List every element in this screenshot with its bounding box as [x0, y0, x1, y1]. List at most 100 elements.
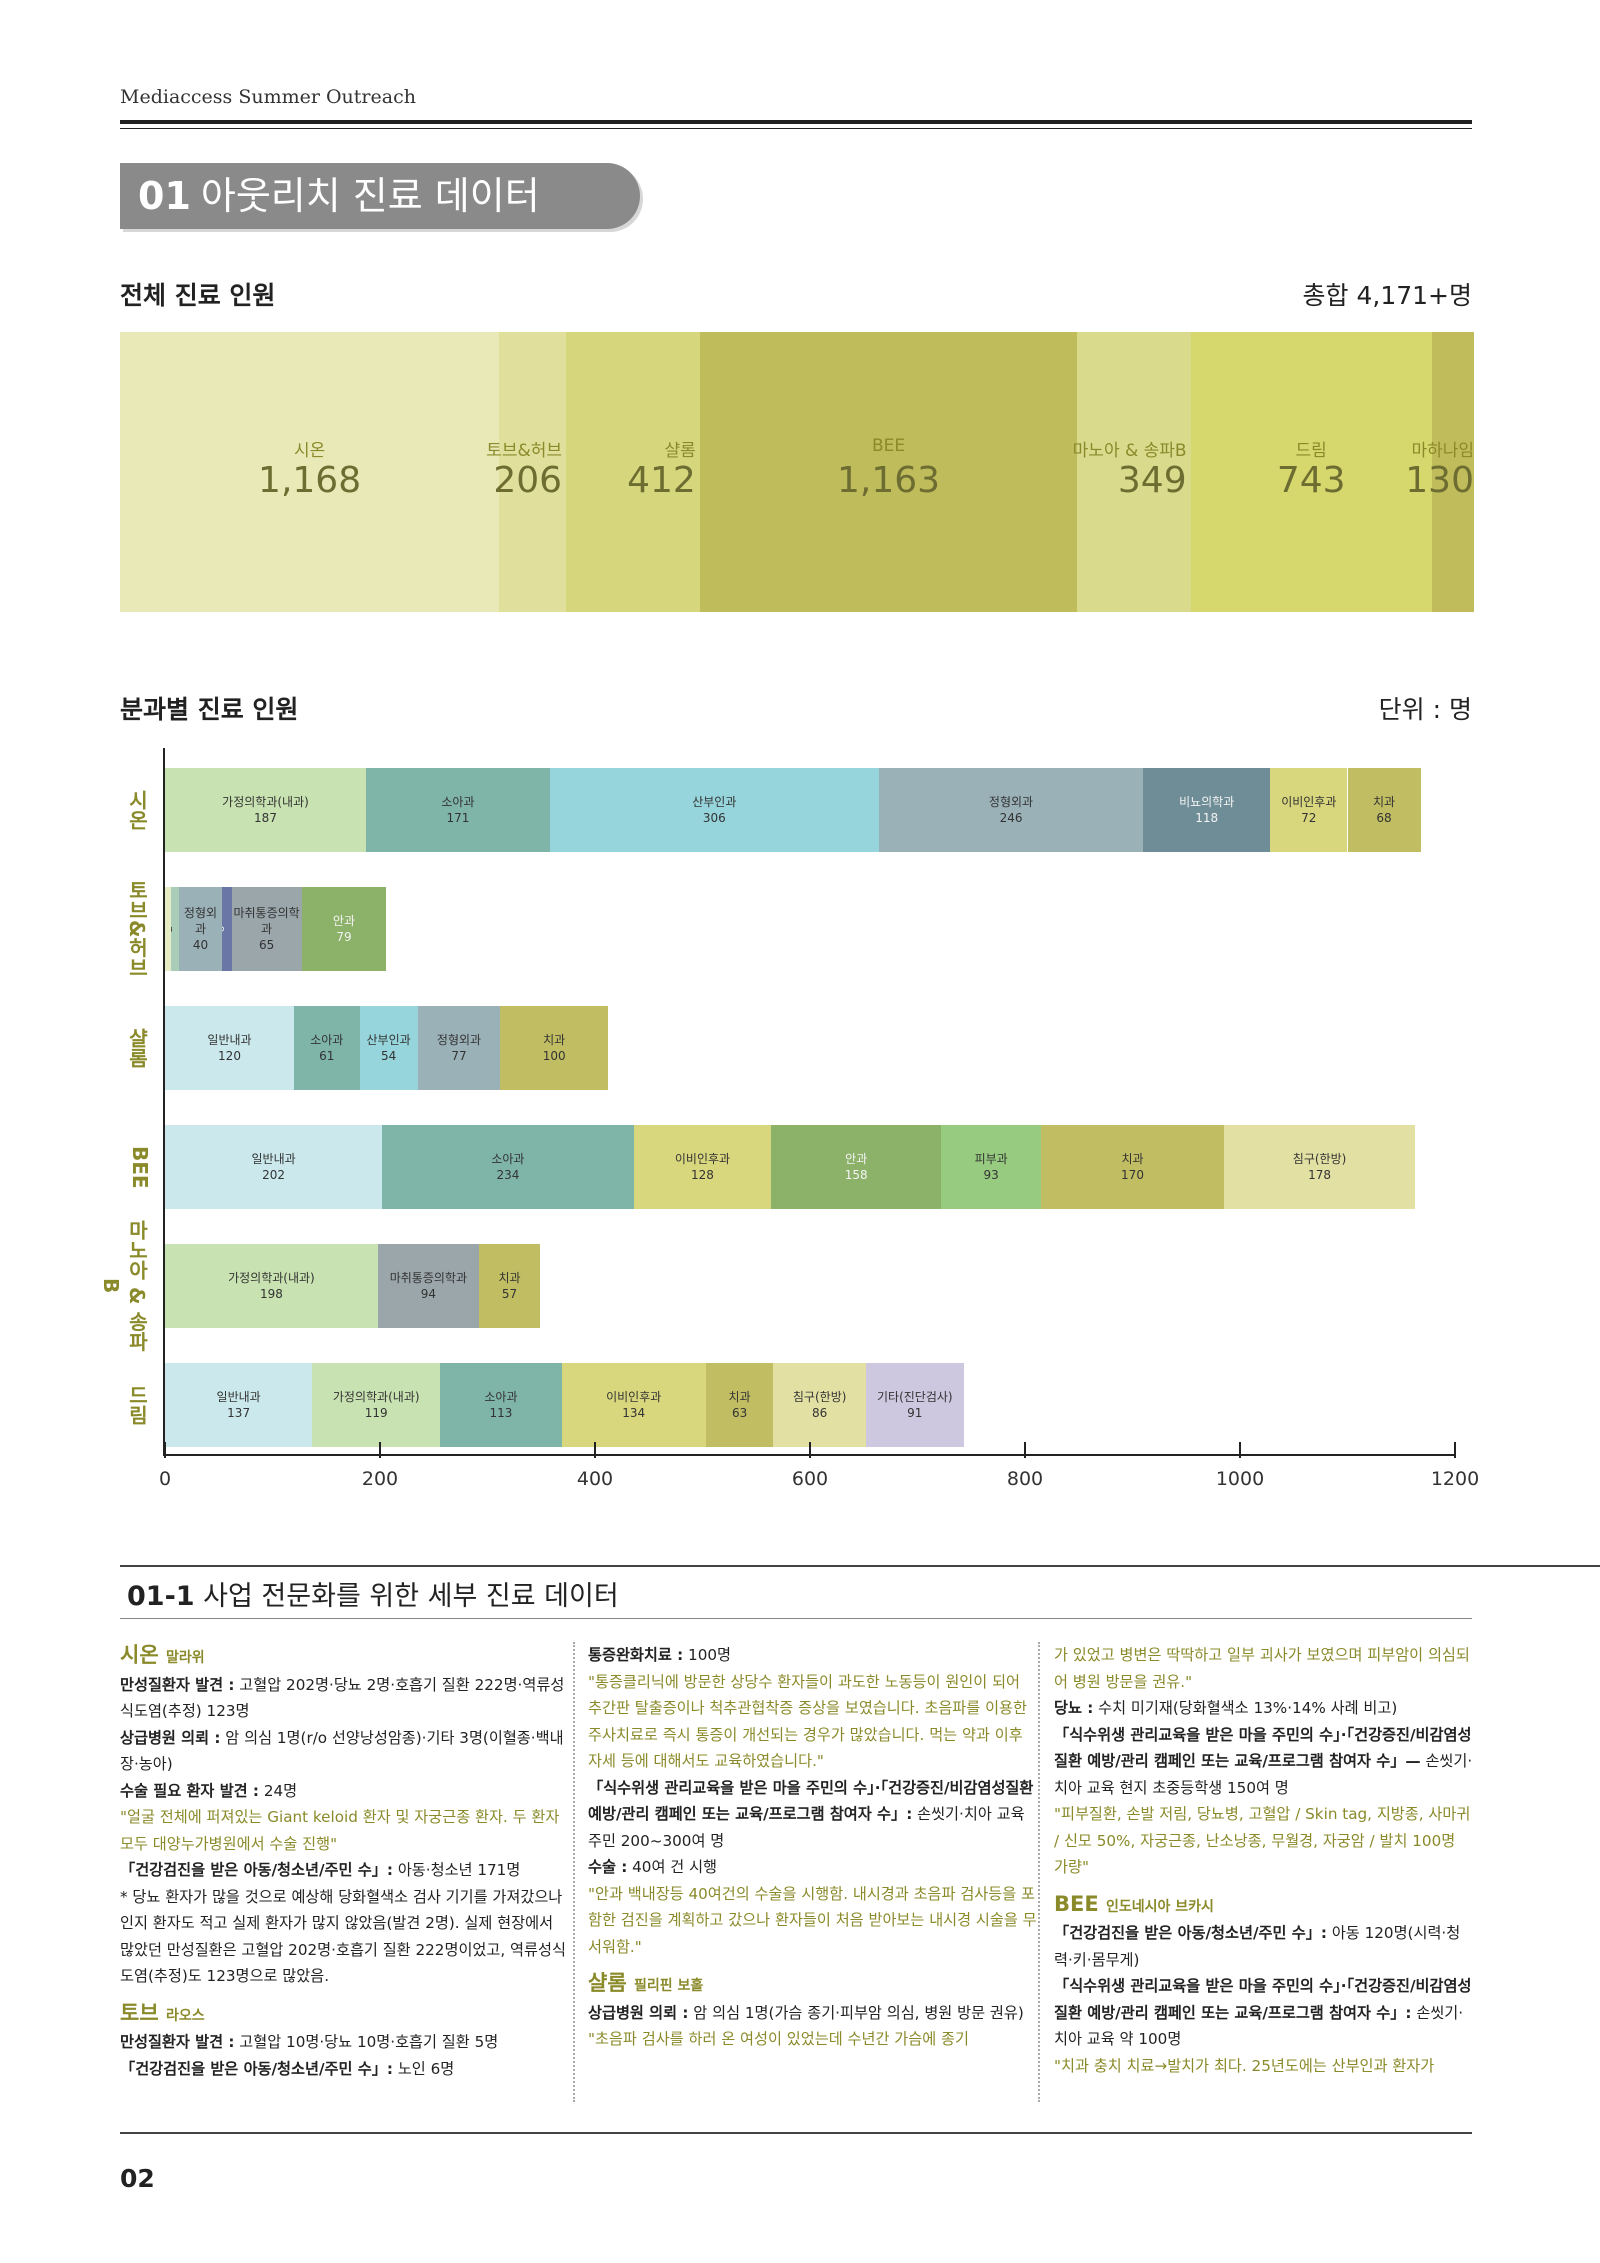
dept-name: 이비인후과 — [606, 1390, 662, 1404]
dept-bar-segment: 안과 79 — [301, 887, 387, 971]
quote: 가 있었고 병변은 딱딱하고 일부 괴사가 보였으며 피부암이 의심되어 병원 … — [1054, 1646, 1470, 1691]
dept-name: 치과 — [543, 1033, 566, 1047]
total-segment — [1077, 332, 1191, 612]
paragraph: 당뇨 : 수치 미기재(당화혈색소 13%·14% 사례 비고) — [1054, 1699, 1398, 1717]
total-segment-value: 412 — [627, 460, 696, 501]
dept-bar-segment: 산부인과9 — [221, 887, 232, 971]
dept-bar-segment: 치과 57 — [478, 1244, 541, 1328]
y-axis — [163, 748, 165, 1454]
dept-value: 202 — [262, 1168, 286, 1182]
dept-bar-segment: 소아과 234 — [382, 1125, 634, 1209]
x-tick-label: 800 — [1006, 1468, 1044, 1490]
dept-bar-segment: 정형외과 77 — [417, 1006, 501, 1090]
dept-bar-segment: 이비인후과 72 — [1270, 768, 1348, 852]
total-segment-label: 마하나임 — [1411, 441, 1474, 461]
dept-name: 가정의학과(내과) — [332, 1390, 420, 1404]
dept-name: 비뇨의학과 — [1179, 795, 1235, 809]
dept-value: 158 — [844, 1168, 868, 1182]
total-segment — [1190, 332, 1432, 612]
dept-bar-segment: 치과 100 — [500, 1006, 608, 1090]
dept-value: 198 — [259, 1287, 283, 1301]
total-segment-label: 마노아 & 송파B — [1072, 441, 1187, 461]
total-segment — [1431, 332, 1474, 612]
running-header: Mediaccess Summer Outreach — [120, 86, 416, 108]
dept-name: 침구(한방) — [792, 1390, 847, 1404]
total-segment — [120, 332, 500, 612]
dept-name: 소아과 — [310, 1033, 344, 1047]
site-heading-bee: BEE 인도네시아 브카시 — [1054, 1891, 1214, 1916]
subsection-number: 01-1 — [127, 1581, 195, 1612]
dept-name: 산부인과 — [366, 1033, 411, 1047]
dept-value: 61 — [319, 1049, 335, 1063]
total-segment-value: 1,168 — [258, 460, 362, 501]
dept-bar-segment: 마취통증의학과 65 — [231, 887, 302, 971]
dept-bar-segment: 침구(한방) 86 — [773, 1363, 866, 1447]
dept-bar-segment: 안과 158 — [771, 1125, 942, 1209]
paragraph: 만성질환자 발견 : 고혈압 202명·당뇨 2명·호흡기 질환 222명·역류… — [120, 1675, 565, 1721]
paragraph: 수술 필요 환자 발견 : 24명 — [120, 1781, 298, 1800]
total-sum: 총합 4,171+명 — [1302, 281, 1472, 310]
dept-value: 91 — [907, 1406, 923, 1420]
dept-bar-segment: 피부과 93 — [941, 1125, 1042, 1209]
dept-name: 일반내과 — [216, 1390, 261, 1404]
x-tick-label: 400 — [576, 1468, 614, 1490]
dept-bar-segment: 소아과 61 — [294, 1006, 360, 1090]
site-axis-label: BEE — [128, 1145, 152, 1189]
dept-value: 118 — [1195, 811, 1219, 825]
x-tick — [594, 1442, 596, 1458]
dept-name: 일반내과 — [207, 1033, 252, 1047]
dept-name: 이비인후과 — [1281, 795, 1337, 809]
total-segment-value: 349 — [1117, 460, 1187, 501]
dept-name: 안과 — [332, 914, 356, 928]
paragraph: 「식수위생 관리교육을 받은 마을 주민의 수」·「건강증진/비감염성질환 예방… — [1054, 1725, 1473, 1797]
quote: "안과 백내장등 40여건의 수술을 시행함. 내시경과 초음파 검사등을 포함… — [588, 1884, 1037, 1956]
note: * 당뇨 환자가 많을 것으로 예상해 당화혈색소 검사 기기를 가져갔으나 인… — [120, 1887, 566, 1986]
dept-bar-segment: 가정의학과(내과) 187 — [165, 768, 367, 852]
dept-name: 일반내과 — [251, 1152, 296, 1166]
dept-value: 68 — [1376, 811, 1392, 825]
dept-bar-segment: 정형외과 40 — [178, 887, 222, 971]
dept-value: 9 — [221, 925, 225, 933]
paragraph: 상급병원 의뢰 : 암 의심 1명(가슴 종기·피부암 의심, 병원 방문 권유… — [588, 2003, 1024, 2022]
dept-name: 소아과 — [441, 795, 475, 809]
dept-value: 86 — [812, 1406, 828, 1420]
dept-bar-segment: 정형외과 246 — [878, 768, 1144, 852]
subsection-title-text: 사업 전문화를 위한 세부 진료 데이터 — [203, 1581, 619, 1612]
total-segment-value: 206 — [493, 460, 563, 501]
dept-name: 가정의학과(내과) — [228, 1271, 315, 1285]
dept-value: 40 — [192, 938, 209, 952]
total-segment — [699, 332, 1078, 612]
quote: "초음파 검사를 하러 온 여성이 있었는데 수년간 가슴에 종기 — [588, 2030, 969, 2048]
dept-value: 134 — [622, 1406, 646, 1420]
dept-name: 소아과 — [491, 1152, 525, 1166]
dept-bar-segment: 기타(진단검사) 91 — [865, 1363, 964, 1447]
dept-value: 63 — [731, 1406, 748, 1420]
text-column-1: 시온 말라위 만성질환자 발견 : 고혈압 202명·당뇨 2명·호흡기 질환 … — [120, 1642, 570, 2082]
paragraph: 「건강검진을 받은 아동/청소년/주민 수」: 아동 120명(시력·청력·키·… — [1054, 1924, 1461, 1969]
site-axis-label: 드림 — [125, 1385, 149, 1425]
header-rule-thin — [120, 128, 1472, 129]
paragraph: 수술 : 40여 건 시행 — [588, 1858, 718, 1876]
total-segment-value: 743 — [1276, 460, 1346, 501]
header-rule — [120, 120, 1472, 124]
dept-name: 이비인후과 — [674, 1152, 731, 1166]
dept-bar-segment: 비뇨의학과 118 — [1143, 768, 1271, 852]
dept-bar-segment: 일반내과 120 — [165, 1006, 294, 1090]
dept-name: 기타(진단검사) — [876, 1390, 953, 1404]
x-tick — [379, 1442, 381, 1458]
dept-bar-segment: 가정의학과(내과) 119 — [312, 1363, 441, 1447]
dept-chart-title: 분과별 진료 인원 — [120, 695, 299, 724]
dept-bar-segment: 산부인과 54 — [359, 1006, 418, 1090]
dept-value: 171 — [446, 811, 470, 825]
dept-value: 100 — [542, 1049, 566, 1063]
paragraph: 「식수위생 관리교육을 받은 마을 주민의 수」·「건강증진/비감염성질환 예방… — [588, 1778, 1034, 1850]
subsection-rule — [120, 1565, 1600, 1567]
dept-bar-segment: 치과 68 — [1347, 768, 1421, 852]
dept-value: 234 — [496, 1168, 520, 1182]
dept-bar-segment: 침구(한방) 178 — [1223, 1125, 1416, 1209]
dept-value: 120 — [218, 1049, 241, 1063]
dept-bar-segment: 이비인후과 128 — [633, 1125, 772, 1209]
dept-name: 치과 — [498, 1271, 521, 1285]
dept-bar-segment: 산부인과 306 — [549, 768, 879, 852]
paragraph: 통증완화치료 : 100명 — [588, 1646, 731, 1664]
